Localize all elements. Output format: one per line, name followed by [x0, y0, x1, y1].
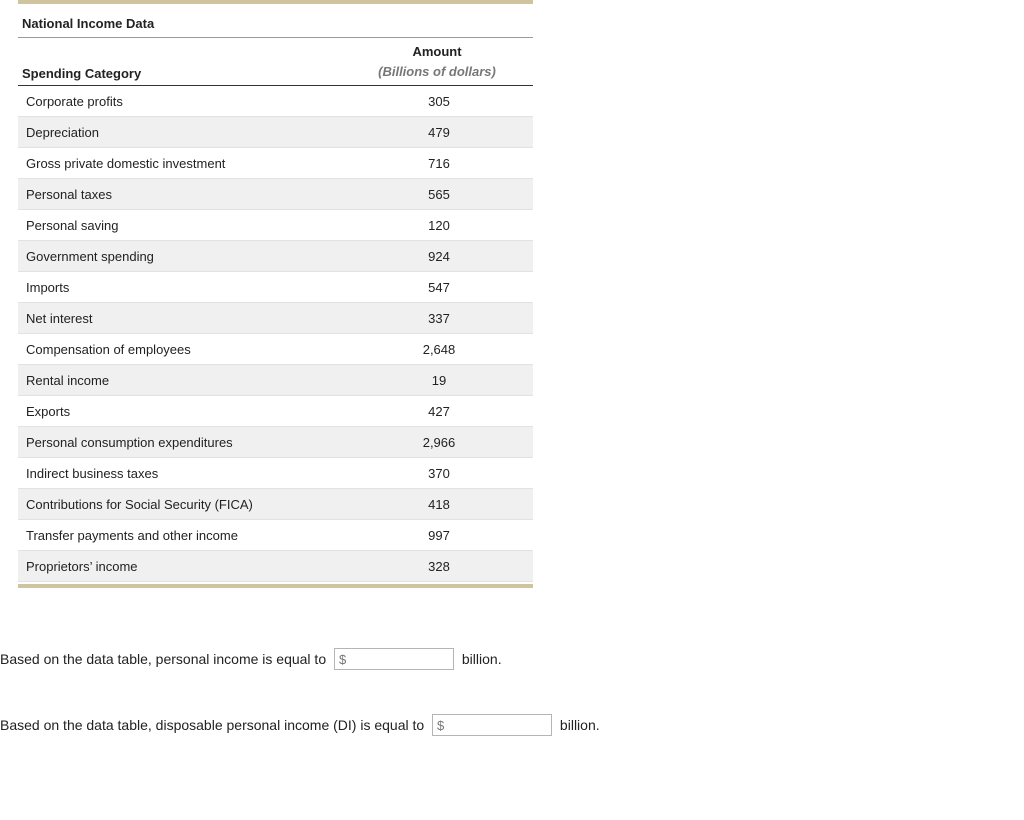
question-2-post: billion. [556, 717, 600, 733]
cell-value: 2,966 [345, 429, 533, 456]
cell-value: 924 [345, 243, 533, 270]
table-row: Compensation of employees2,648 [18, 334, 533, 365]
question-2-pre: Based on the data table, disposable pers… [0, 717, 428, 733]
cell-category: Indirect business taxes [18, 460, 345, 487]
table-row: Proprietors’ income328 [18, 551, 533, 582]
questions-section: Based on the data table, personal income… [0, 648, 1024, 736]
cell-value: 547 [345, 274, 533, 301]
cell-category: Personal taxes [18, 181, 345, 208]
cell-category: Net interest [18, 305, 345, 332]
cell-value: 997 [345, 522, 533, 549]
table-row: Government spending924 [18, 241, 533, 272]
table-row: Personal taxes565 [18, 179, 533, 210]
disposable-income-input[interactable] [432, 714, 552, 736]
cell-value: 418 [345, 491, 533, 518]
question-2: Based on the data table, disposable pers… [0, 714, 1024, 736]
table-title: National Income Data [18, 10, 533, 38]
cell-value: 427 [345, 398, 533, 425]
header-amount-sub: (Billions of dollars) [345, 62, 529, 82]
header-category: Spending Category [18, 38, 341, 85]
cell-value: 305 [345, 88, 533, 115]
table-top-bar [18, 0, 533, 4]
table-row: Rental income19 [18, 365, 533, 396]
cell-value: 2,648 [345, 336, 533, 363]
table-row: Exports427 [18, 396, 533, 427]
cell-value: 120 [345, 212, 533, 239]
table-row: Personal consumption expenditures2,966 [18, 427, 533, 458]
table-body: Corporate profits305Depreciation479Gross… [18, 86, 533, 582]
national-income-table: National Income Data Spending Category A… [18, 0, 533, 588]
table-row: Net interest337 [18, 303, 533, 334]
cell-value: 565 [345, 181, 533, 208]
cell-category: Rental income [18, 367, 345, 394]
cell-category: Compensation of employees [18, 336, 345, 363]
cell-value: 19 [345, 367, 533, 394]
cell-category: Personal saving [18, 212, 345, 239]
table-row: Transfer payments and other income997 [18, 520, 533, 551]
question-1: Based on the data table, personal income… [0, 648, 1024, 670]
cell-category: Government spending [18, 243, 345, 270]
cell-category: Depreciation [18, 119, 345, 146]
cell-category: Personal consumption expenditures [18, 429, 345, 456]
cell-value: 328 [345, 553, 533, 580]
cell-category: Gross private domestic investment [18, 150, 345, 177]
question-1-post: billion. [458, 651, 502, 667]
table-header-row: Spending Category Amount (Billions of do… [18, 38, 533, 86]
cell-category: Contributions for Social Security (FICA) [18, 491, 345, 518]
cell-category: Imports [18, 274, 345, 301]
table-bottom-bar [18, 584, 533, 588]
cell-category: Corporate profits [18, 88, 345, 115]
table-row: Contributions for Social Security (FICA)… [18, 489, 533, 520]
table-row: Indirect business taxes370 [18, 458, 533, 489]
cell-value: 337 [345, 305, 533, 332]
cell-value: 370 [345, 460, 533, 487]
personal-income-input[interactable] [334, 648, 454, 670]
table-row: Imports547 [18, 272, 533, 303]
cell-value: 716 [345, 150, 533, 177]
cell-value: 479 [345, 119, 533, 146]
cell-category: Transfer payments and other income [18, 522, 345, 549]
header-amount: Amount (Billions of dollars) [341, 38, 533, 85]
question-1-pre: Based on the data table, personal income… [0, 651, 330, 667]
table-row: Depreciation479 [18, 117, 533, 148]
cell-category: Exports [18, 398, 345, 425]
table-row: Gross private domestic investment716 [18, 148, 533, 179]
header-amount-label: Amount [345, 42, 529, 62]
table-row: Corporate profits305 [18, 86, 533, 117]
cell-category: Proprietors’ income [18, 553, 345, 580]
table-row: Personal saving120 [18, 210, 533, 241]
